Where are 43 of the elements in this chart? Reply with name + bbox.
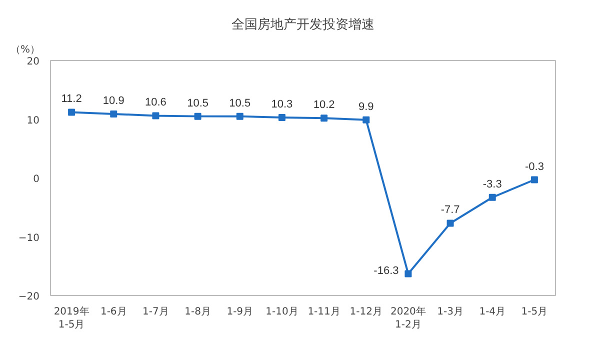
data-label: 10.5 xyxy=(229,97,251,110)
point xyxy=(194,112,202,120)
x-tick-label: 1-10月 xyxy=(266,306,298,318)
y-axis-title: （%） xyxy=(10,44,40,56)
chart-title: 全国房地产开发投资增速 xyxy=(232,16,374,32)
y-tick-label: −20 xyxy=(18,292,40,302)
x-tick-label: 1-8月 xyxy=(184,306,211,318)
y-tick-label: 20 xyxy=(26,56,40,68)
data-label: -3.3 xyxy=(482,178,502,190)
x-tick-label: 1-9月 xyxy=(226,306,254,318)
point xyxy=(446,220,454,227)
point xyxy=(68,108,76,116)
data-label: -7.7 xyxy=(440,204,460,216)
x-tick-label: 1-11月 xyxy=(308,306,340,318)
x-tick-label: 1-7月 xyxy=(142,306,169,318)
x-tick-label: 1-4月 xyxy=(479,306,506,318)
point xyxy=(278,114,286,121)
point xyxy=(320,114,328,122)
data-label: -0.3 xyxy=(524,160,544,173)
y-tick-label: 0 xyxy=(33,174,40,185)
point xyxy=(362,116,370,124)
data-label: 10.9 xyxy=(102,94,124,107)
x-tick-label: 1-6月 xyxy=(100,306,127,318)
x-tick-label: 1-12月 xyxy=(350,306,382,318)
x-tick-label: 2019年 1-5月 xyxy=(54,306,90,331)
data-label: 10.2 xyxy=(313,99,335,112)
data-label: 9.9 xyxy=(358,100,374,113)
y-tick-label: −10 xyxy=(18,232,40,244)
data-label: 10.5 xyxy=(187,97,209,110)
point xyxy=(110,110,118,118)
point xyxy=(530,176,538,184)
x-tick-label: 2020年 1-2月 xyxy=(390,306,426,331)
y-tick-label: 10 xyxy=(26,115,40,126)
point xyxy=(152,112,160,120)
x-tick-label: 1-3月 xyxy=(437,306,464,318)
point xyxy=(236,112,244,120)
data-label: 10.6 xyxy=(145,96,166,109)
data-label: -16.3 xyxy=(374,264,399,277)
data-label: 10.3 xyxy=(271,98,293,110)
x-tick-label: 1-5月 xyxy=(521,306,548,318)
data-label: 11.2 xyxy=(61,93,82,106)
point xyxy=(488,194,496,201)
point xyxy=(404,270,412,278)
